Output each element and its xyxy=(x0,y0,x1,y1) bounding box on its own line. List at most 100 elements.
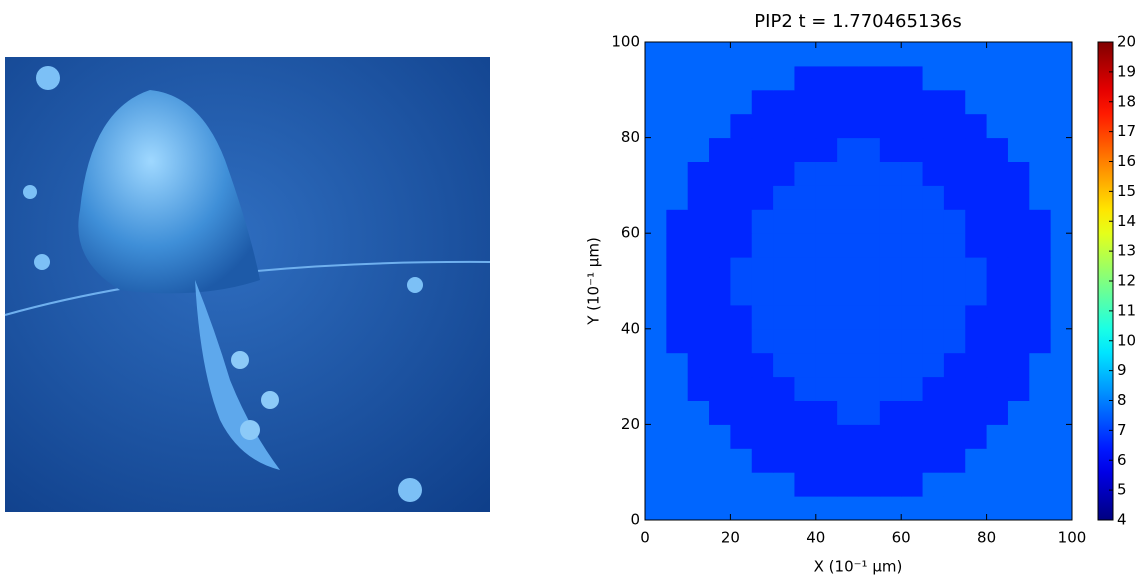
heatmap-cell xyxy=(815,209,838,234)
heatmap-cell xyxy=(858,281,881,306)
heatmap-cell xyxy=(837,233,859,258)
heatmap-cell xyxy=(709,161,731,186)
bacterium xyxy=(34,254,50,270)
heatmap-cell xyxy=(901,65,924,91)
heatmap-cell xyxy=(1029,352,1052,378)
heatmap-cell xyxy=(751,65,774,91)
heatmap-cell xyxy=(1007,42,1030,67)
heatmap-cell xyxy=(922,161,945,186)
heatmap-cell xyxy=(879,472,902,497)
heatmap-cell xyxy=(986,472,1009,497)
heatmap-cell xyxy=(879,304,902,330)
heatmap-cell xyxy=(773,376,795,401)
heatmap-cell xyxy=(986,352,1009,378)
colorbar-tick-label: 11 xyxy=(1117,301,1136,319)
heatmap-cell xyxy=(1050,233,1073,258)
heatmap-cell xyxy=(986,328,1009,354)
heatmap-cell xyxy=(687,424,710,449)
heatmap-cell xyxy=(965,233,988,258)
heatmap-cell xyxy=(943,89,966,115)
heatmap-cell xyxy=(879,424,902,449)
heatmap-cell xyxy=(730,304,753,330)
heatmap-cell xyxy=(1050,448,1073,473)
heatmap-cell xyxy=(773,89,795,115)
heatmap-cell xyxy=(730,281,753,306)
heatmap-cell xyxy=(645,496,667,521)
heatmap-cell xyxy=(1007,472,1030,497)
heatmap-cell xyxy=(879,89,902,115)
heatmap-cell xyxy=(730,65,753,91)
heatmap-cell xyxy=(1029,42,1052,67)
heatmap-cell xyxy=(709,281,731,306)
heatmap-cell xyxy=(1050,424,1073,449)
heatmap-cell xyxy=(901,448,924,473)
heatmap-cell xyxy=(1029,281,1052,306)
heatmap-cell xyxy=(815,185,838,210)
heatmap-cell xyxy=(815,65,838,91)
heatmap-cell xyxy=(837,496,859,521)
heatmap-cell xyxy=(1029,65,1052,91)
heatmap-cell xyxy=(858,328,881,354)
heatmap-cell xyxy=(687,376,710,401)
heatmap-cell xyxy=(709,424,731,449)
heatmap-cell xyxy=(709,89,731,115)
heatmap-cell xyxy=(1007,233,1030,258)
bacterium xyxy=(23,185,37,199)
heatmap-cell xyxy=(1050,161,1073,186)
heatmap-cell xyxy=(858,137,881,162)
heatmap-cell xyxy=(922,472,945,497)
heatmap-cell xyxy=(730,257,753,282)
heatmap-cell xyxy=(965,281,988,306)
heatmap-cell xyxy=(922,352,945,378)
heatmap-cell xyxy=(922,400,945,425)
heatmap-cell xyxy=(645,376,667,401)
heatmap-cell xyxy=(943,281,966,306)
heatmap-cell xyxy=(645,65,667,91)
heatmap-cell xyxy=(943,257,966,282)
heatmap-cell xyxy=(751,137,774,162)
heatmap-cell xyxy=(709,65,731,91)
heatmap-cell xyxy=(922,376,945,401)
heatmap-cell xyxy=(730,352,753,378)
heatmap-cell xyxy=(858,496,881,521)
heatmap-cell xyxy=(986,89,1009,115)
heatmap-cell xyxy=(730,376,753,401)
heatmap-cell xyxy=(943,233,966,258)
heatmap-cell xyxy=(773,472,795,497)
heatmap-cell xyxy=(879,42,902,67)
heatmap-cell xyxy=(1007,448,1030,473)
heatmap-cell xyxy=(858,352,881,378)
heatmap-cell xyxy=(645,89,667,115)
heatmap-cell xyxy=(645,281,667,306)
heatmap-cell xyxy=(858,400,881,425)
heatmap-cell xyxy=(815,400,838,425)
heatmap-cell xyxy=(666,42,689,67)
heatmap-cell xyxy=(730,448,753,473)
heatmap-cell xyxy=(645,257,667,282)
heatmap-cell xyxy=(794,448,817,473)
heatmap-cell xyxy=(901,113,924,139)
heatmap-cell xyxy=(986,400,1009,425)
heatmap-cell xyxy=(773,42,795,67)
heatmap-cell xyxy=(709,113,731,139)
heatmap-cell xyxy=(1029,233,1052,258)
heatmap-cell xyxy=(1050,281,1073,306)
heatmap-cell xyxy=(645,113,667,139)
heatmap-cell xyxy=(1029,448,1052,473)
heatmap-cell xyxy=(730,233,753,258)
heatmap-cell xyxy=(1007,496,1030,521)
heatmap-cell xyxy=(709,328,731,354)
heatmap-cell xyxy=(1007,113,1030,139)
heatmap-cell xyxy=(1007,161,1030,186)
heatmap-cell xyxy=(1007,257,1030,282)
heatmap-cell xyxy=(709,472,731,497)
heatmap-cell xyxy=(837,352,859,378)
heatmap-cell xyxy=(1007,328,1030,354)
heatmap-cell xyxy=(751,472,774,497)
heatmap-cell xyxy=(986,42,1009,67)
heatmap-cell xyxy=(666,400,689,425)
cell-body xyxy=(78,90,260,294)
heatmap-cell xyxy=(666,424,689,449)
heatmap-cell xyxy=(751,352,774,378)
